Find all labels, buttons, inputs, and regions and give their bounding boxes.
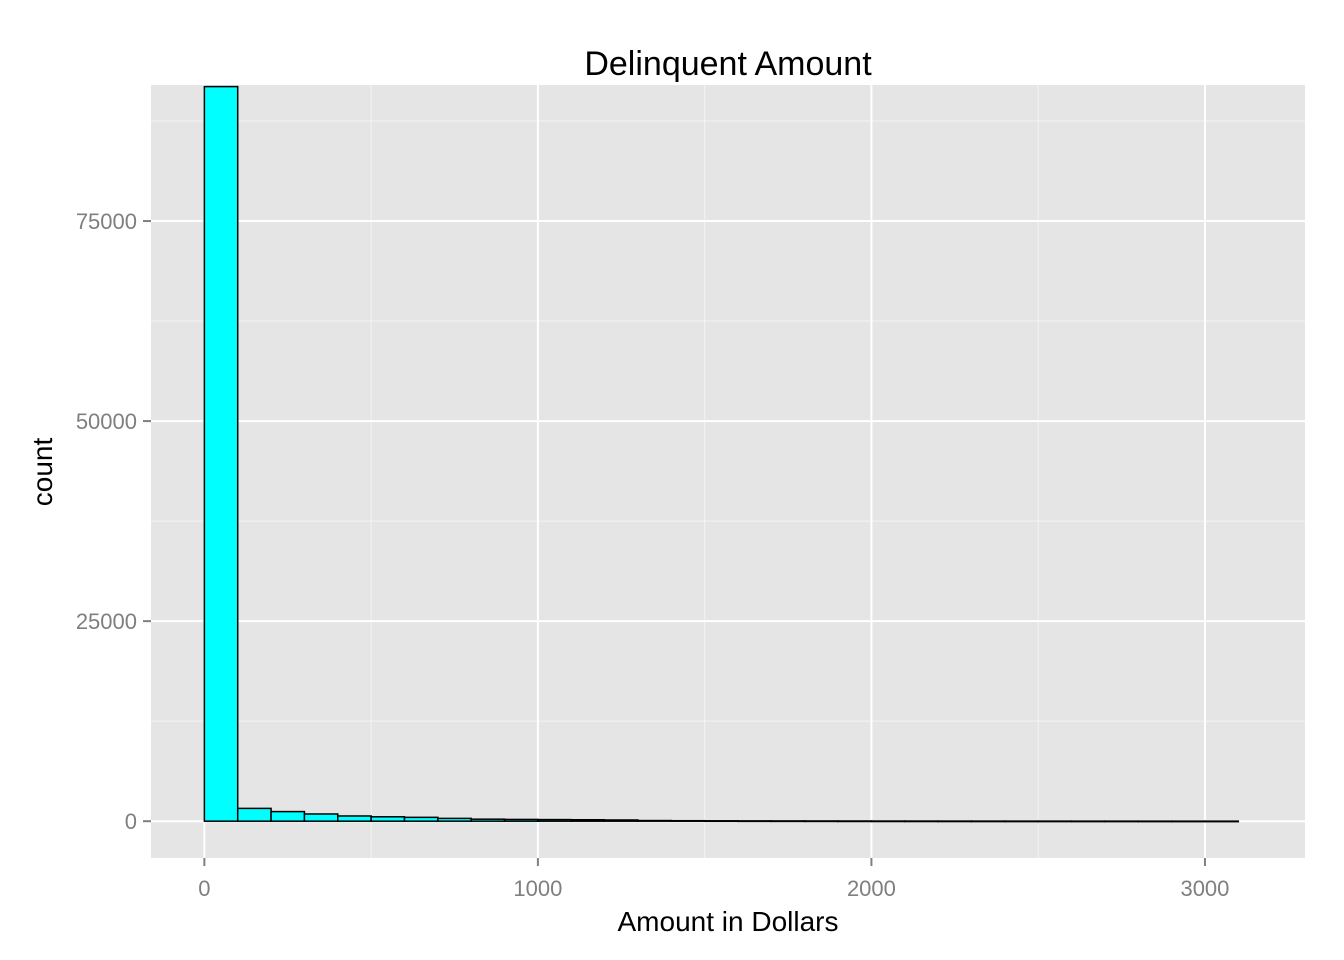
histogram-bar bbox=[236, 807, 272, 822]
histogram-bar bbox=[904, 820, 939, 823]
histogram-bar bbox=[403, 816, 439, 822]
histogram-bar bbox=[570, 819, 606, 822]
histogram-bar bbox=[203, 85, 239, 822]
histogram-bar bbox=[1004, 820, 1039, 823]
histogram-bar bbox=[537, 818, 572, 822]
x-tick-label: 2000 bbox=[847, 876, 896, 901]
histogram-bar bbox=[1137, 820, 1173, 823]
histogram-bar bbox=[670, 819, 706, 822]
x-tick-label: 0 bbox=[198, 876, 210, 901]
histogram-bar bbox=[503, 818, 539, 822]
y-axis-ticks: 0 25000 50000 75000 bbox=[76, 209, 151, 834]
plot-panel bbox=[151, 85, 1305, 858]
histogram-bar bbox=[1070, 820, 1106, 823]
x-tick-label: 1000 bbox=[513, 876, 562, 901]
x-axis-ticks: 0 1000 2000 3000 bbox=[198, 858, 1229, 901]
histogram-bar bbox=[703, 820, 739, 823]
y-tick-label: 25000 bbox=[76, 609, 137, 634]
y-tick-label: 75000 bbox=[76, 209, 137, 234]
histogram-bars bbox=[203, 85, 1240, 823]
y-tick-label: 0 bbox=[125, 809, 137, 834]
histogram-bar bbox=[837, 820, 873, 823]
x-axis-title: Amount in Dollars bbox=[618, 906, 839, 937]
histogram-bar bbox=[470, 818, 506, 822]
histogram-bar bbox=[937, 820, 973, 823]
histogram-bar bbox=[803, 820, 839, 823]
histogram-bar bbox=[1170, 820, 1206, 823]
histogram-bar bbox=[1104, 820, 1139, 823]
histogram-bar bbox=[370, 816, 406, 822]
histogram-bar bbox=[637, 819, 673, 822]
histogram-bar bbox=[1204, 820, 1240, 823]
histogram-bar bbox=[270, 810, 306, 822]
minor-gridlines bbox=[151, 85, 1305, 858]
histogram-bar bbox=[1037, 820, 1073, 823]
histogram-bar bbox=[603, 819, 639, 822]
histogram-bar bbox=[737, 820, 773, 823]
histogram-bar bbox=[970, 820, 1006, 823]
histogram-bar bbox=[870, 820, 906, 823]
histogram-bar bbox=[303, 813, 339, 822]
x-tick-label: 3000 bbox=[1180, 876, 1229, 901]
histogram-bar bbox=[770, 820, 806, 823]
chart-title: Delinquent Amount bbox=[584, 45, 872, 83]
histogram-bar bbox=[337, 815, 372, 822]
histogram-bar bbox=[437, 817, 472, 822]
y-tick-label: 50000 bbox=[76, 409, 137, 434]
y-axis-title: count bbox=[27, 438, 58, 507]
